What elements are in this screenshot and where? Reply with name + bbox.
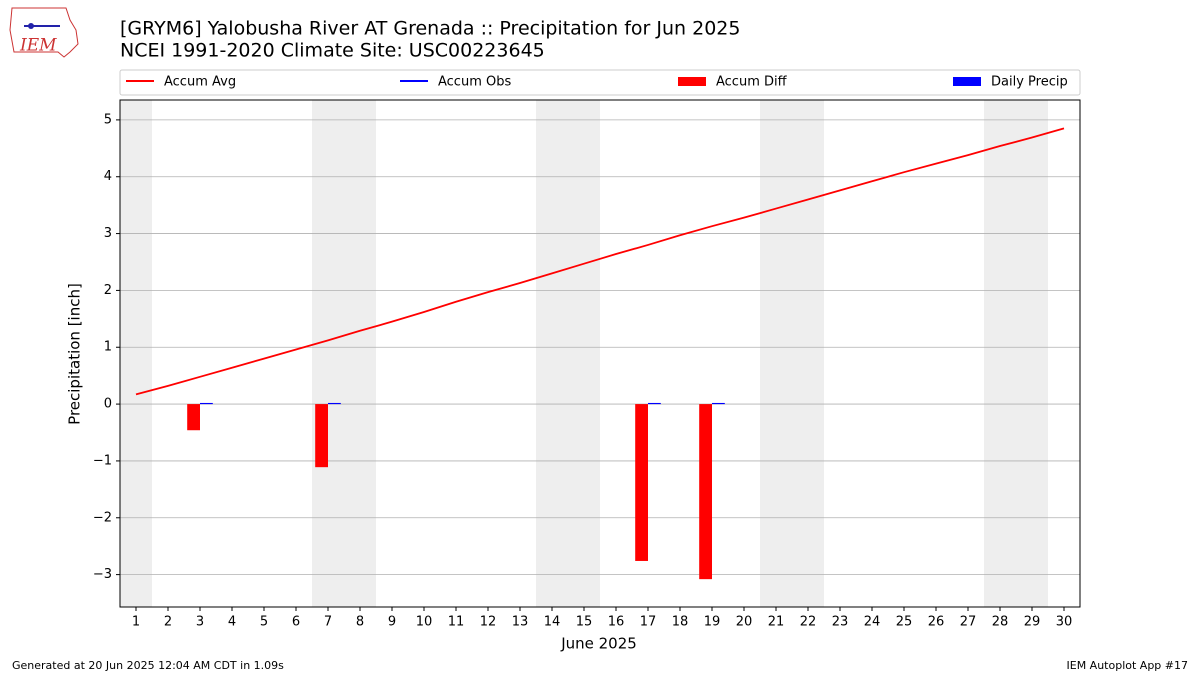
weekend-shade xyxy=(536,100,568,607)
legend-box xyxy=(119,69,1081,96)
logo-dot xyxy=(28,23,34,29)
bar xyxy=(200,402,213,405)
x-tick-label: 5 xyxy=(260,615,268,630)
footer-right: IEM Autoplot App #17 xyxy=(1067,659,1189,672)
weekend-shade xyxy=(792,100,824,607)
x-tick-label: 1 xyxy=(132,615,140,630)
y-tick-label: 3 xyxy=(104,226,112,241)
legend-label: Accum Diff xyxy=(716,75,788,90)
weekend-shade xyxy=(568,100,600,607)
y-tick-label: −1 xyxy=(93,453,112,468)
x-tick-label: 28 xyxy=(992,615,1009,630)
x-tick-label: 3 xyxy=(196,615,204,630)
x-tick-label: 13 xyxy=(512,615,529,630)
x-tick-label: 9 xyxy=(388,615,396,630)
bar xyxy=(648,402,661,405)
bar xyxy=(712,402,725,405)
x-tick-label: 22 xyxy=(800,615,817,630)
legend-label: Daily Precip xyxy=(991,75,1068,90)
x-tick-label: 10 xyxy=(416,615,433,630)
x-tick-label: 30 xyxy=(1056,615,1073,630)
weekend-shade xyxy=(1016,100,1048,607)
x-tick-label: 26 xyxy=(928,615,945,630)
legend-label: Accum Avg xyxy=(164,75,236,90)
y-tick-label: 5 xyxy=(104,112,112,127)
x-tick-label: 23 xyxy=(832,615,849,630)
chart-subtitle: NCEI 1991-2020 Climate Site: USC00223645 xyxy=(120,40,545,62)
x-tick-label: 29 xyxy=(1024,615,1041,630)
x-tick-label: 19 xyxy=(704,615,721,630)
x-tick-label: 6 xyxy=(292,615,300,630)
legend-swatch xyxy=(953,77,981,86)
y-tick-label: −2 xyxy=(93,510,112,525)
x-tick-label: 8 xyxy=(356,615,364,630)
x-tick-label: 24 xyxy=(864,615,881,630)
bar xyxy=(328,402,341,405)
x-tick-label: 17 xyxy=(640,615,657,630)
weekend-shade xyxy=(344,100,376,607)
legend-swatch xyxy=(678,77,706,86)
logo-text: IEM xyxy=(19,36,57,56)
x-tick-label: 11 xyxy=(448,615,465,630)
x-tick-label: 12 xyxy=(480,615,497,630)
bar xyxy=(635,404,648,561)
logo: IEM xyxy=(9,7,79,58)
line xyxy=(135,127,1065,396)
weekend-shade xyxy=(760,100,792,607)
y-tick-label: 4 xyxy=(104,169,112,184)
x-tick-label: 18 xyxy=(672,615,689,630)
logo-outline xyxy=(9,7,79,58)
y-tick-label: 2 xyxy=(104,283,112,298)
x-axis-label: June 2025 xyxy=(560,635,637,653)
x-tick-label: 27 xyxy=(960,615,977,630)
bar xyxy=(315,404,328,468)
y-axis-label: Precipitation [inch] xyxy=(66,283,84,425)
x-tick-label: 7 xyxy=(324,615,332,630)
x-tick-label: 21 xyxy=(768,615,785,630)
y-tick-label: 0 xyxy=(104,397,112,412)
x-tick-label: 25 xyxy=(896,615,913,630)
bar xyxy=(699,404,712,580)
plot-frame xyxy=(119,99,1081,608)
weekend-shade xyxy=(120,100,152,607)
chart-title: [GRYM6] Yalobusha River AT Grenada :: Pr… xyxy=(120,18,740,40)
legend-label: Accum Obs xyxy=(438,75,511,90)
x-tick-label: 14 xyxy=(544,615,561,630)
bar xyxy=(187,404,200,431)
weekend-shade xyxy=(312,100,344,607)
x-tick-label: 15 xyxy=(576,615,593,630)
x-tick-label: 20 xyxy=(736,615,753,630)
x-tick-label: 2 xyxy=(164,615,172,630)
y-tick-label: −3 xyxy=(93,567,112,582)
x-tick-label: 16 xyxy=(608,615,625,630)
footer-left: Generated at 20 Jun 2025 12:04 AM CDT in… xyxy=(12,659,284,672)
y-tick-label: 1 xyxy=(104,340,112,355)
weekend-shade xyxy=(984,100,1016,607)
x-tick-label: 4 xyxy=(228,615,236,630)
